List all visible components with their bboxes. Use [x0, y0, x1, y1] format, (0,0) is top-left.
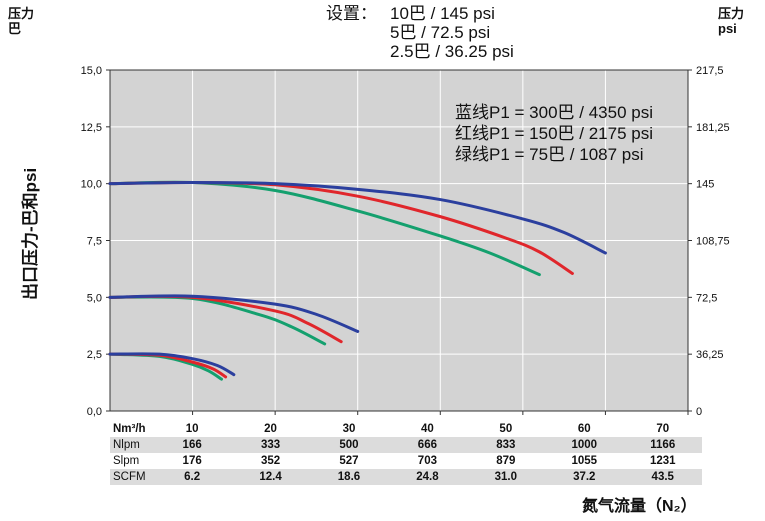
setting-item: 10巴 / 145 psi: [390, 4, 495, 23]
left-axis-unit-title: 压力 巴: [8, 6, 34, 36]
row-unit-label: Nlpm: [110, 437, 153, 453]
legend-entry-blue: 蓝线P1 = 300巴 / 4350 psi: [455, 103, 653, 122]
y-tick-label-left: 2,5: [87, 349, 102, 361]
y-tick-label-left: 7,5: [87, 236, 102, 248]
table-row: Nm³/h 10 20 30 40 50 60 70: [110, 421, 702, 437]
table-cell: 1166: [623, 437, 702, 453]
y-tick-label-right: 145: [696, 179, 714, 191]
table-cell: 70: [623, 421, 702, 437]
table-cell: 666: [388, 437, 467, 453]
left-axis-unit-line2: 巴: [8, 21, 22, 36]
series-line-blue-2.5: [108, 352, 236, 377]
y-tick-label-right: 217,5: [696, 65, 724, 77]
table-cell: 527: [309, 453, 389, 469]
table-cell: 166: [152, 437, 232, 453]
table-cell: 703: [388, 453, 467, 469]
y-tick-label-left: 0,0: [87, 406, 102, 418]
y-tick-label-right: 181,25: [696, 122, 730, 134]
table-cell: 1231: [623, 453, 702, 469]
table-cell: 60: [545, 421, 624, 437]
legend-entry-green: 绿线P1 = 75巴 / 1087 psi: [455, 145, 644, 164]
y-axis-title: 出口压力-巴和psi: [21, 167, 40, 300]
right-axis-unit-line1: 压力: [718, 6, 745, 21]
table-cell: 879: [466, 453, 546, 469]
right-axis-unit-title: 压力 psi: [718, 6, 744, 36]
table-cell: 40: [388, 421, 467, 437]
table-cell: 20: [231, 421, 310, 437]
table-cell: 500: [309, 437, 389, 453]
series-line-blue-5: [108, 294, 360, 333]
table-cell: 18.6: [309, 469, 389, 485]
y-tick-label-left: 10,0: [81, 179, 102, 191]
table-cell: 30: [309, 421, 389, 437]
table-cell: 50: [466, 421, 546, 437]
y-tick-label-left: 5,0: [87, 292, 102, 304]
y-tick-label-left: 15,0: [81, 65, 102, 77]
y-tick-label-right: 36,25: [696, 349, 724, 361]
x-axis-title: 氮气流量（N₂）: [582, 498, 697, 515]
table-cell: 833: [466, 437, 546, 453]
table-cell: 1055: [545, 453, 624, 469]
setting-item: 2.5巴 / 36.25 psi: [390, 42, 514, 61]
table-cell: 43.5: [623, 469, 702, 485]
table-cell: 333: [231, 437, 310, 453]
table-cell: 176: [152, 453, 232, 469]
table-row: Slpm 176 352 527 703 879 1055 1231: [110, 453, 702, 469]
table-cell: 12.4: [231, 469, 310, 485]
table-cell: 37.2: [545, 469, 624, 485]
y-tick-label-left: 12,5: [81, 122, 102, 134]
y-tick-label-right: 108,75: [696, 236, 730, 248]
table-cell: 352: [231, 453, 310, 469]
setting-item: 5巴 / 72.5 psi: [390, 23, 491, 42]
table-cell: 24.8: [388, 469, 467, 485]
y-tick-label-right: 0: [696, 406, 702, 418]
legend-entry-red: 红线P1 = 150巴 / 2175 psi: [455, 124, 653, 143]
settings-label: 设置：: [326, 4, 377, 23]
table-cell: 6.2: [152, 469, 232, 485]
flow-conversion-table: Nm³/h 10 20 30 40 50 60 70 Nlpm 166 333 500 666 833 10…: [110, 421, 702, 485]
row-unit-label: Slpm: [110, 453, 153, 469]
row-unit-label: SCFM: [110, 469, 153, 485]
legend: 蓝线P1 = 300巴 / 4350 psi 红线P1 = 150巴 / 217…: [455, 102, 653, 165]
series-line-blue-10: [108, 181, 607, 255]
left-axis-unit-line1: 压力: [8, 6, 35, 21]
table-row: SCFM 6.2 12.4 18.6 24.8 31.0 37.2 43.5: [110, 469, 702, 485]
table-cell: 1000: [545, 437, 624, 453]
table-row: Nlpm 166 333 500 666 833 1000 1166: [110, 437, 702, 453]
y-tick-label-right: 72,5: [696, 292, 717, 304]
row-unit-label: Nm³/h: [110, 421, 153, 437]
table-cell: 10: [152, 421, 232, 437]
table-cell: 31.0: [466, 469, 546, 485]
settings-list: 10巴 / 145 psi 5巴 / 72.5 psi 2.5巴 / 36.25…: [390, 4, 514, 61]
right-axis-unit-line2: psi: [718, 21, 737, 36]
